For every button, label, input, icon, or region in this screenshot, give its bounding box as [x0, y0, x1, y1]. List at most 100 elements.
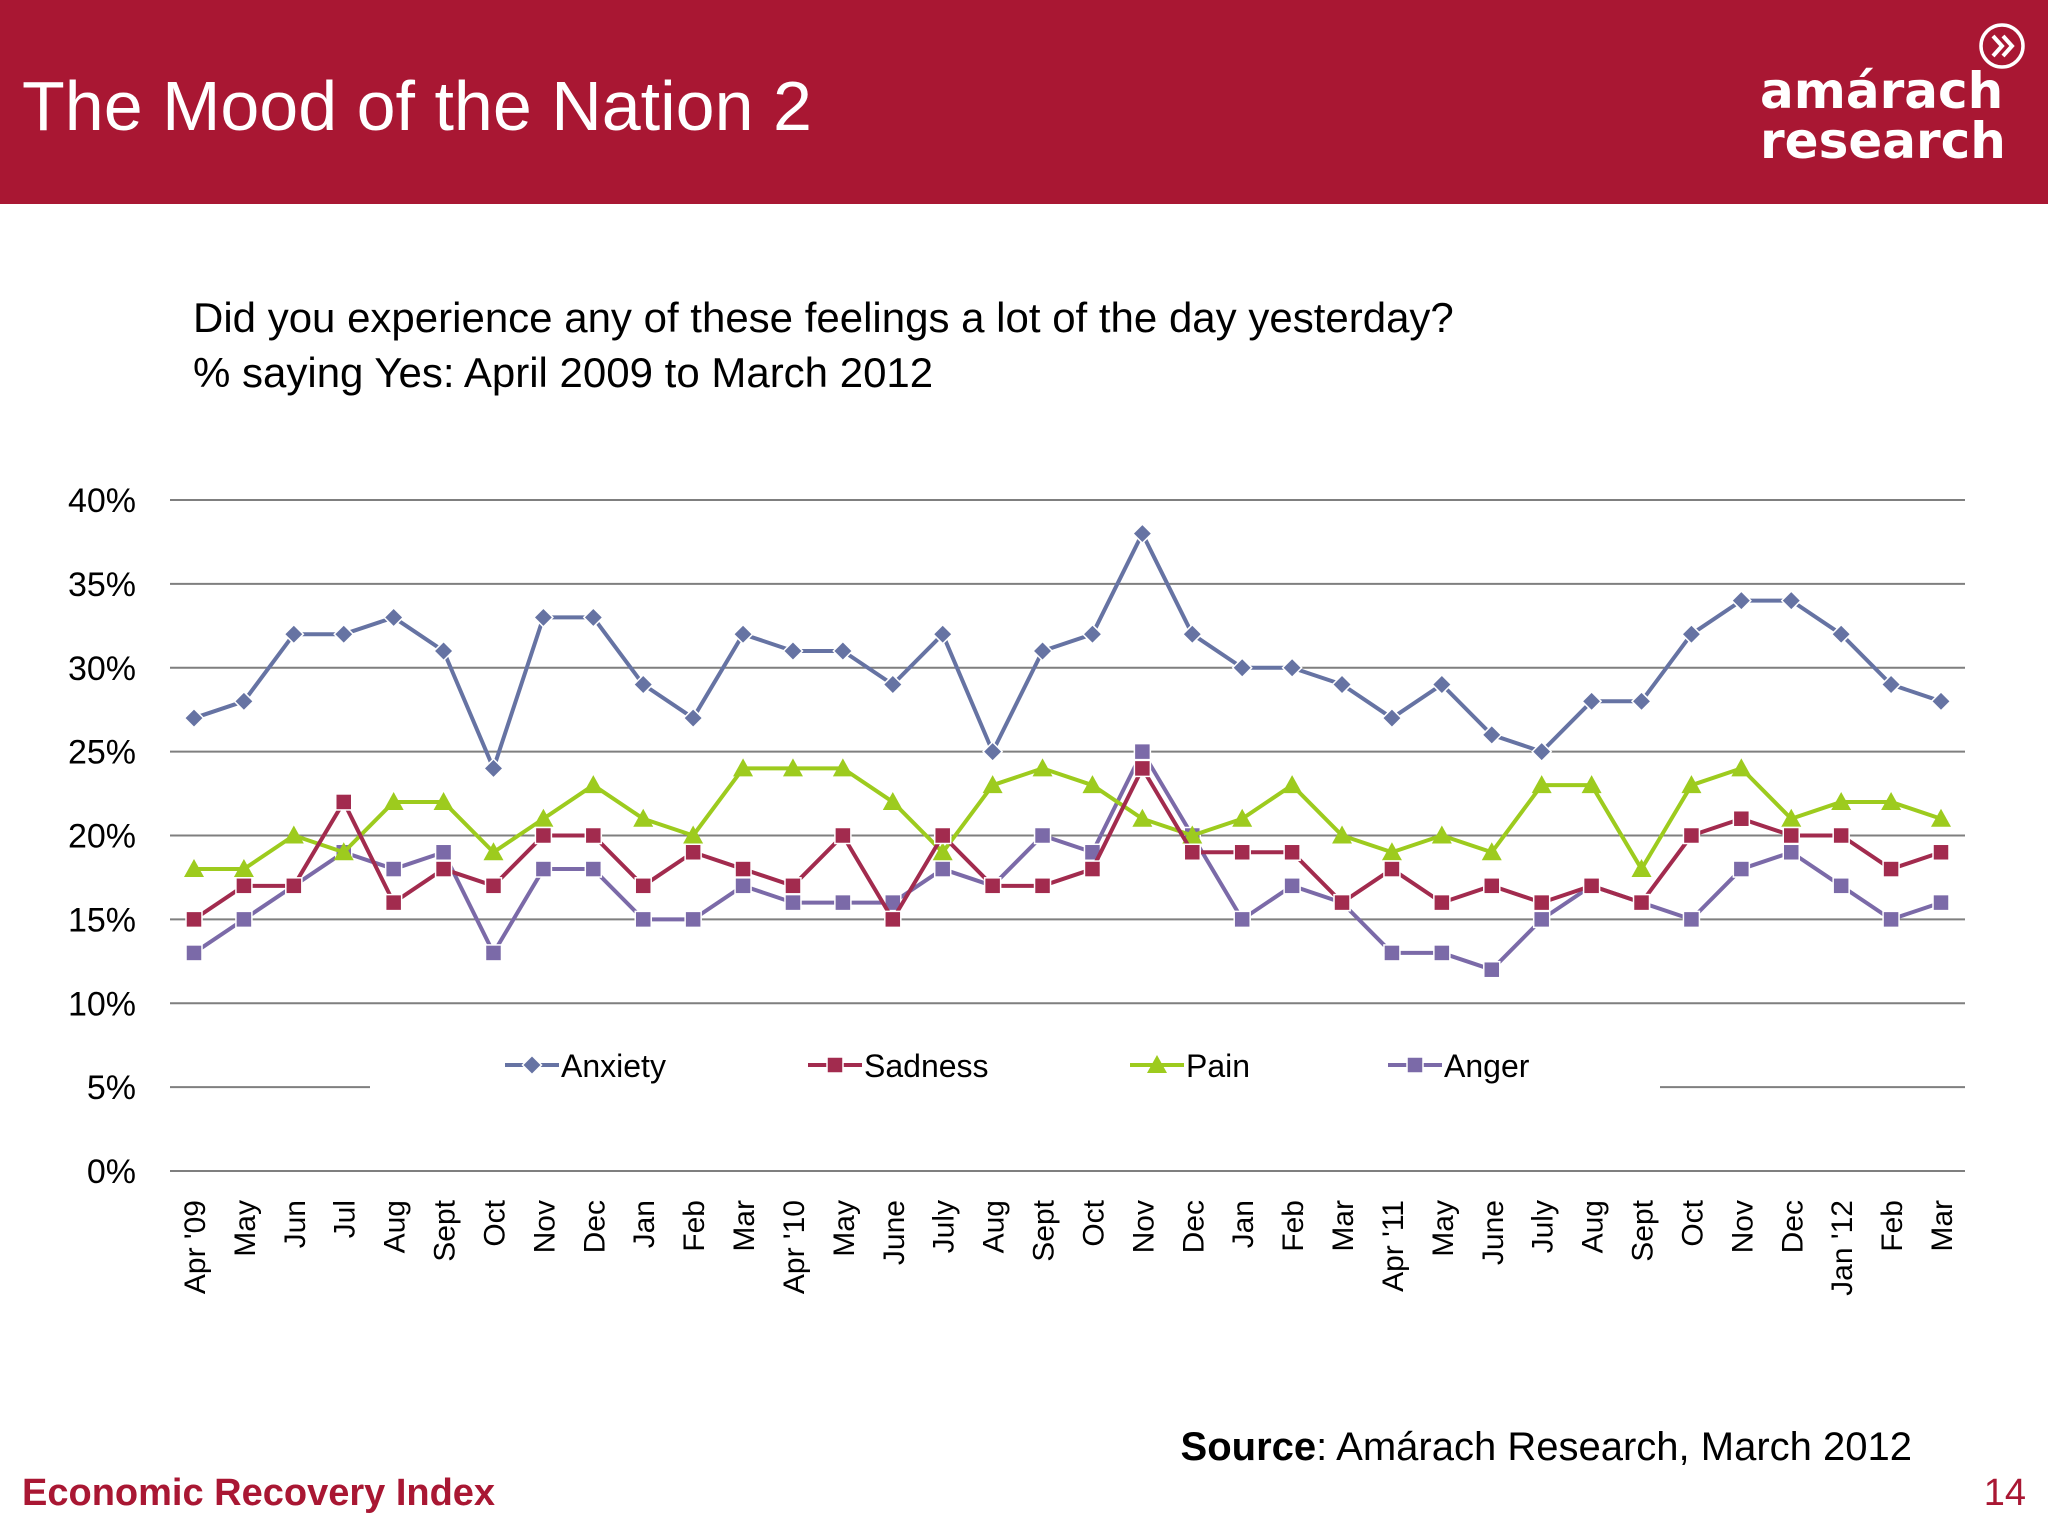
data-point [184, 859, 204, 878]
data-point [533, 808, 554, 827]
series-lines [183, 522, 1952, 979]
data-point [1283, 843, 1301, 862]
data-point [684, 910, 702, 929]
legend-label: Sadness [864, 1048, 989, 1084]
legend-item-pain: Pain [1130, 1048, 1250, 1084]
data-point [933, 826, 952, 845]
mood-line-chart: 0% 5% 10% 15% 20% 25% 30% 35% 40% Apr '09 May Jun J… [68, 482, 1965, 1296]
x-tick-label: Oct [1676, 1199, 1709, 1246]
data-point [684, 843, 702, 862]
y-tick-label: 10% [68, 985, 136, 1023]
x-tick-label: Nov [1726, 1200, 1759, 1253]
x-tick-label: Oct [478, 1199, 511, 1246]
double-chevron-icon [1979, 23, 2025, 69]
data-point [333, 623, 355, 645]
data-point [285, 877, 303, 895]
x-tick-label: Feb [678, 1200, 711, 1252]
data-point [1031, 640, 1054, 662]
data-point [383, 606, 405, 628]
data-point [235, 910, 253, 929]
data-point [583, 775, 604, 794]
data-point [832, 758, 853, 777]
data-point [534, 860, 553, 878]
data-point [1433, 944, 1451, 962]
data-point [1682, 826, 1701, 845]
y-axis-tick-labels: 0% 5% 10% 15% 20% 25% 30% 35% 40% [68, 482, 136, 1191]
legend-item-sadness: Sadness [808, 1048, 989, 1084]
data-point [1133, 742, 1152, 761]
x-tick-label: July [1527, 1200, 1560, 1253]
x-tick-label: June [1477, 1200, 1510, 1265]
data-point [1483, 960, 1501, 979]
x-tick-label: Aug [1577, 1200, 1610, 1253]
data-point [1682, 910, 1701, 929]
data-point [734, 860, 752, 878]
data-point [884, 910, 902, 929]
x-tick-label: July [928, 1200, 961, 1253]
legend-label: Anger [1444, 1048, 1530, 1084]
amarach-research-logo: amárach research [1750, 22, 2040, 172]
series-line [193, 531, 1942, 771]
data-point [784, 893, 802, 912]
x-tick-label: Jan '12 [1826, 1200, 1859, 1296]
data-point [1782, 826, 1801, 845]
source-text: : Amárach Research, March 2012 [1316, 1425, 1912, 1469]
data-point [532, 606, 554, 628]
data-point [283, 825, 304, 844]
data-point [1483, 877, 1501, 895]
data-point [434, 860, 453, 878]
data-point [1681, 775, 1702, 794]
data-point [584, 826, 603, 845]
data-point [1183, 843, 1202, 862]
data-point [534, 826, 553, 845]
data-point [434, 843, 453, 862]
source-label: Source [1180, 1425, 1317, 1469]
data-point [521, 1054, 543, 1076]
data-point [826, 1056, 844, 1074]
series-pain [184, 758, 1951, 878]
x-tick-label: Feb [1277, 1200, 1310, 1252]
data-point [433, 640, 455, 662]
x-tick-label: Jun [279, 1200, 312, 1248]
x-tick-label: Mar [1327, 1200, 1360, 1252]
data-point [1282, 775, 1303, 794]
data-point [233, 859, 254, 878]
x-tick-label: Apr '09 [179, 1200, 212, 1294]
data-point [1332, 825, 1353, 844]
x-tick-label: Nov [1127, 1200, 1160, 1253]
data-point [1931, 808, 1951, 827]
x-tick-label: May [828, 1200, 861, 1257]
data-point [882, 791, 903, 810]
data-point [584, 860, 603, 878]
data-point [1433, 893, 1451, 912]
data-point [1333, 893, 1351, 912]
data-point [983, 877, 1002, 895]
logo-word-research: research [1760, 112, 2006, 170]
data-point [1781, 808, 1802, 827]
data-point [1083, 860, 1102, 878]
x-tick-label: Dec [1776, 1200, 1809, 1253]
data-point [1831, 791, 1852, 810]
slide-header: The Mood of the Nation 2 amárach researc… [0, 0, 2048, 204]
data-point [1233, 843, 1251, 862]
data-point [1181, 623, 1203, 645]
data-point [482, 757, 505, 779]
data-point [1182, 825, 1203, 844]
data-point [1283, 877, 1301, 895]
data-point [1383, 860, 1401, 878]
x-tick-label: Apr '10 [778, 1200, 811, 1294]
data-point [632, 673, 654, 696]
x-tick-label: Sept [429, 1199, 462, 1261]
data-point [834, 893, 852, 912]
logo-word-amarach: amárach [1760, 62, 2004, 120]
data-point [185, 944, 203, 962]
x-tick-label: Jan [1227, 1200, 1260, 1248]
data-point [334, 793, 353, 811]
legend-item-anxiety: Anxiety [505, 1048, 666, 1084]
question-line-1: Did you experience any of these feelings… [193, 294, 1454, 341]
data-point [1732, 809, 1751, 828]
data-point [1531, 775, 1552, 794]
data-point [932, 842, 953, 861]
question-line-2: % saying Yes: April 2009 to March 2012 [193, 349, 934, 396]
y-tick-label: 0% [87, 1153, 136, 1191]
